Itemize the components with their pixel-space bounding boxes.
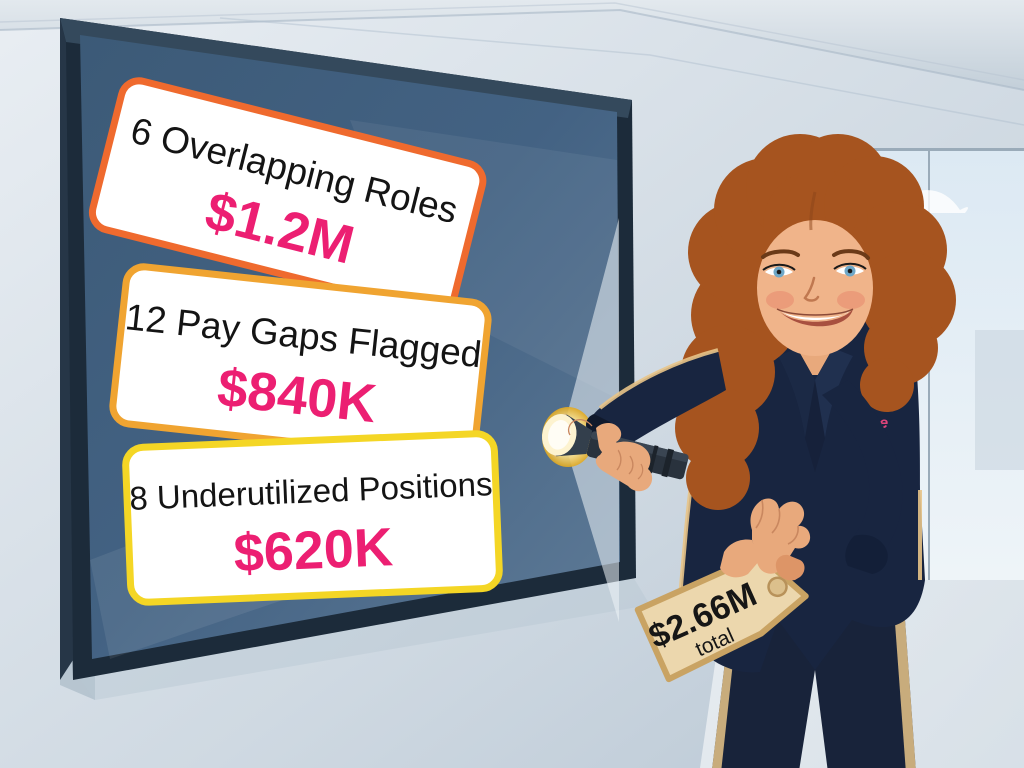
svg-text:$620K: $620K [233, 517, 394, 583]
